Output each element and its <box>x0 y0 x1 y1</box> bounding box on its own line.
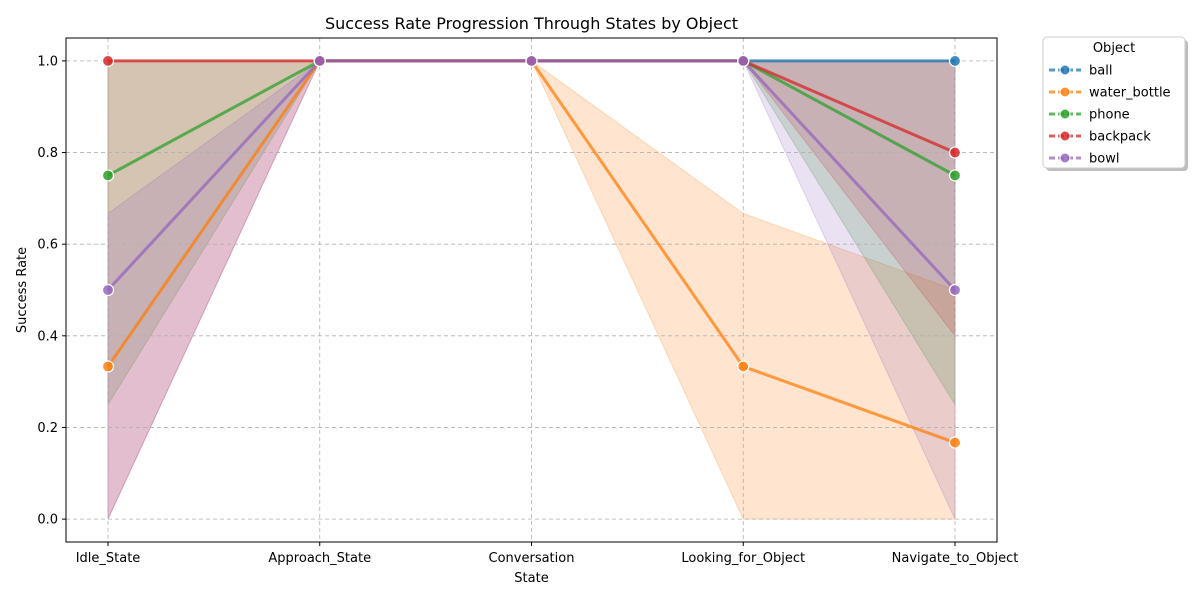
legend-marker <box>1059 130 1071 142</box>
data-point <box>101 283 115 297</box>
x-axis-label: State <box>514 571 548 586</box>
x-tick-label: Idle_State <box>76 551 141 566</box>
legend-entry-label: water_bottle <box>1089 86 1171 101</box>
data-point <box>737 54 750 68</box>
legend-entry-label: bowl <box>1089 152 1119 167</box>
legend-marker <box>1059 108 1071 120</box>
legend-entry-label: backpack <box>1089 130 1151 145</box>
series-markers <box>101 54 962 449</box>
legend-marker <box>1059 64 1071 76</box>
x-tick-label: Conversation <box>489 551 575 566</box>
data-point <box>948 436 962 449</box>
legend-entry-label: phone <box>1089 108 1130 123</box>
data-point <box>948 169 962 182</box>
x-tick-label: Navigate_to_Object <box>892 551 1019 566</box>
y-tick-label: 1.0 <box>37 54 58 69</box>
data-point <box>948 54 962 68</box>
legend-entry-label: ball <box>1089 64 1112 79</box>
x-axis-ticks: Idle_State Approach_State Conversation Look… <box>76 542 1019 566</box>
data-point <box>101 169 115 182</box>
y-axis-label: Success Rate <box>15 247 30 333</box>
data-point <box>948 146 962 159</box>
data-point <box>101 360 115 373</box>
data-point <box>313 54 326 68</box>
legend-title: Object <box>1093 41 1135 56</box>
chart-title: Success Rate Progression Through States … <box>325 14 738 33</box>
data-point <box>525 54 538 68</box>
y-tick-label: 0.0 <box>37 513 58 528</box>
y-tick-label: 0.2 <box>37 421 58 436</box>
legend-marker <box>1059 86 1071 98</box>
y-tick-label: 0.4 <box>37 329 58 344</box>
data-point <box>101 54 115 68</box>
data-point <box>737 360 750 373</box>
x-tick-label: Looking_for_Object <box>681 551 805 566</box>
y-tick-label: 0.6 <box>37 238 58 253</box>
y-tick-label: 0.8 <box>37 146 58 161</box>
x-tick-label: Approach_State <box>268 551 371 566</box>
legend-marker <box>1059 152 1071 164</box>
data-point <box>948 283 962 297</box>
legend: Object ball water_bottle phone backpack … <box>1042 36 1188 171</box>
legend-box <box>1042 36 1186 169</box>
y-axis-ticks: 0.0 0.2 0.4 0.6 0.8 1.0 <box>37 54 66 528</box>
